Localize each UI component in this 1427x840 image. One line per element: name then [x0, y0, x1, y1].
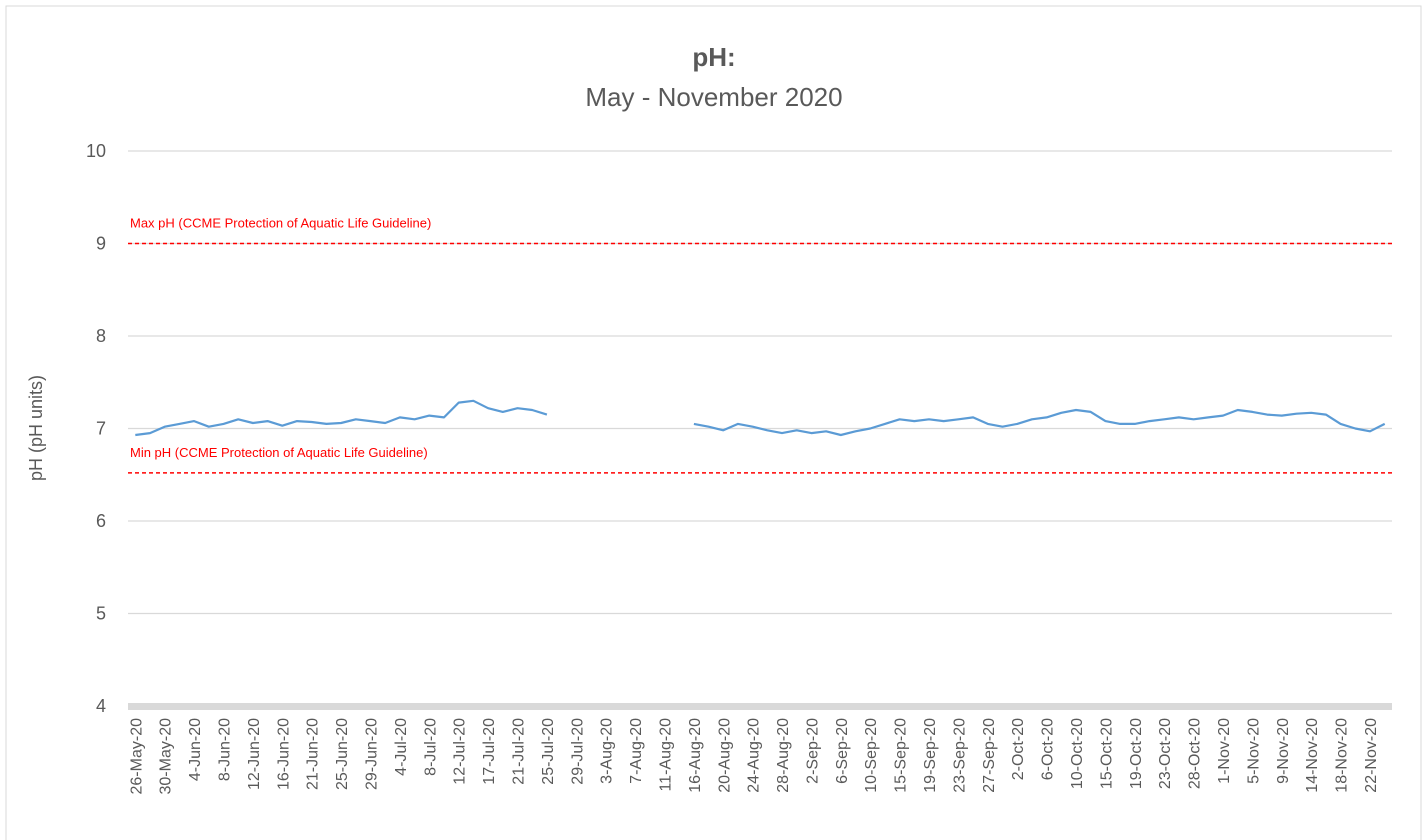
x-tick-label: 23-Sep-20: [951, 718, 968, 793]
x-tick-label: 2-Sep-20: [804, 718, 821, 784]
chart-title: pH:: [692, 42, 735, 72]
x-tick-label: 16-Jun-20: [275, 718, 292, 790]
x-tick-label: 29-Jun-20: [364, 718, 381, 790]
x-tick-label: 7-Aug-20: [628, 718, 645, 784]
x-tick-label: 5-Nov-20: [1245, 718, 1262, 784]
x-tick-label: 29-Jul-20: [569, 718, 586, 785]
x-tick-label: 14-Nov-20: [1304, 718, 1321, 793]
y-tick-label: 4: [96, 696, 106, 716]
x-tick-label: 4-Jul-20: [393, 718, 410, 776]
x-tick-label: 10-Oct-20: [1069, 718, 1086, 789]
x-tick-label: 1-Nov-20: [1216, 718, 1233, 784]
y-tick-label: 10: [86, 141, 106, 161]
x-tick-label: 11-Aug-20: [657, 718, 674, 792]
x-tick-label: 2-Oct-20: [1010, 718, 1027, 780]
y-tick-label: 5: [96, 604, 106, 624]
x-tick-label: 25-Jun-20: [334, 718, 351, 790]
x-tick-label: 15-Oct-20: [1098, 718, 1115, 789]
reference-label: Min pH (CCME Protection of Aquatic Life …: [130, 445, 428, 460]
x-tick-label: 15-Sep-20: [893, 718, 910, 793]
x-tick-label: 28-Aug-20: [775, 718, 792, 793]
x-tick-label: 4-Jun-20: [187, 718, 204, 781]
x-tick-label: 6-Sep-20: [834, 718, 851, 784]
x-tick-label: 30-May-20: [158, 718, 175, 795]
chart-frame: [5, 5, 1422, 840]
x-tick-label: 25-Jul-20: [540, 718, 557, 785]
x-tick-label: 23-Oct-20: [1157, 718, 1174, 789]
x-tick-label: 18-Nov-20: [1334, 718, 1351, 793]
x-tick-label: 21-Jul-20: [510, 718, 527, 785]
reference-label: Max pH (CCME Protection of Aquatic Life …: [130, 216, 431, 231]
x-tick-label: 26-May-20: [128, 718, 145, 795]
y-axis-label: pH (pH units): [26, 375, 46, 481]
x-tick-label: 19-Oct-20: [1128, 718, 1145, 789]
x-tick-label: 21-Jun-20: [305, 718, 322, 790]
x-axis: [128, 703, 1392, 710]
y-tick-label: 9: [96, 234, 106, 254]
y-tick-label: 7: [96, 419, 106, 439]
x-tick-label: 20-Aug-20: [716, 718, 733, 793]
x-tick-label: 6-Oct-20: [1040, 718, 1057, 780]
x-tick-label: 10-Sep-20: [863, 718, 880, 793]
x-tick-label: 24-Aug-20: [746, 718, 763, 793]
x-tick-label: 22-Nov-20: [1363, 718, 1380, 793]
x-tick-label: 8-Jun-20: [217, 718, 234, 781]
x-tick-label: 28-Oct-20: [1187, 718, 1204, 789]
x-tick-label: 27-Sep-20: [981, 718, 998, 793]
x-tick-label: 12-Jul-20: [452, 718, 469, 785]
x-tick-label: 9-Nov-20: [1275, 718, 1292, 784]
x-tick-label: 19-Sep-20: [922, 718, 939, 793]
y-tick-label: 6: [96, 511, 106, 531]
chart-subtitle: May - November 2020: [585, 82, 842, 112]
x-tick-label: 8-Jul-20: [422, 718, 439, 776]
x-tick-label: 16-Aug-20: [687, 718, 704, 793]
x-tick-label: 3-Aug-20: [599, 718, 616, 784]
x-tick-label: 12-Jun-20: [246, 718, 263, 790]
x-tick-label: 17-Jul-20: [481, 718, 498, 785]
y-tick-label: 8: [96, 326, 106, 346]
data-line: [135, 399, 1386, 437]
